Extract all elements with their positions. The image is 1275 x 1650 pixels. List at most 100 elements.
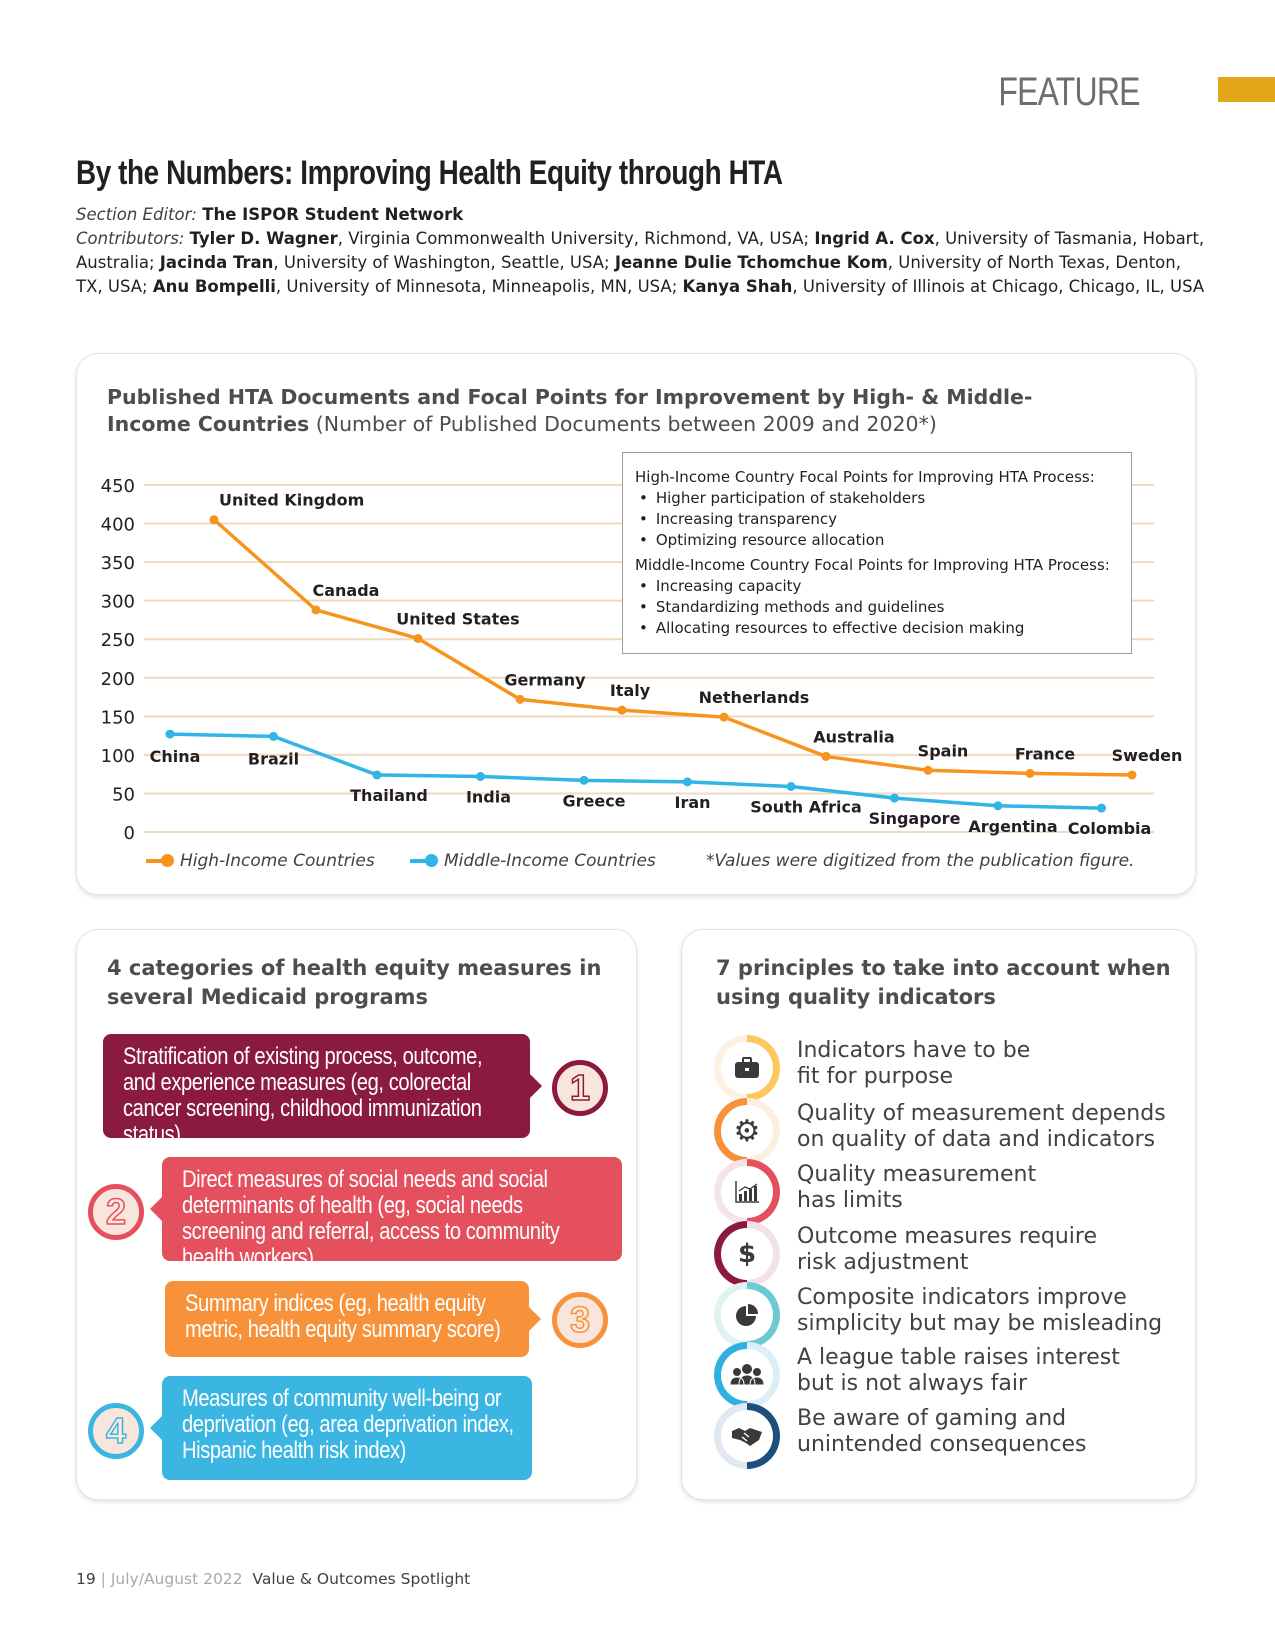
principle-ring: $ <box>714 1221 780 1287</box>
focal-points-box: High-Income Country Focal Points for Imp… <box>622 452 1132 654</box>
chart-footnote: *Values were digitized from the publicat… <box>706 851 1135 871</box>
focal-point-item: Higher participation of stakeholders <box>635 488 1119 509</box>
briefcase-icon <box>721 1042 773 1094</box>
mid-focal-heading: Middle-Income Country Focal Points for I… <box>635 556 1110 574</box>
contributor-name: Ingrid A. Cox <box>814 229 935 248</box>
focal-point-item: Standardizing methods and guidelines <box>635 597 1119 618</box>
contributor-affiliation: , University of Washington, Seattle, USA… <box>273 253 615 272</box>
principle-text: Quality measurement has limits <box>797 1162 1036 1214</box>
measure-text: Measures of community well-being or depr… <box>182 1385 514 1464</box>
byline: Section Editor: The ISPOR Student Networ… <box>76 203 1206 299</box>
principle-ring: ⚙ <box>714 1098 780 1164</box>
measure-box: Measures of community well-being or depr… <box>150 1376 532 1480</box>
chart-title-subtitle: (Number of Published Documents between 2… <box>309 412 937 436</box>
legend-label: Middle-Income Countries <box>444 851 656 871</box>
gear-icon: ⚙ <box>721 1105 773 1157</box>
principle-text: Be aware of gaming and unintended consequ… <box>797 1406 1086 1458</box>
chart-title: Published HTA Documents and Focal Points… <box>107 384 1107 438</box>
measure-number: 4 <box>105 1409 127 1452</box>
legend-swatch-high <box>146 854 174 867</box>
measure-number: 3 <box>569 1298 591 1341</box>
measure-box: Summary indices (eg, health equity metri… <box>165 1281 541 1357</box>
principle-line-2: has limits <box>797 1188 903 1213</box>
section-editor-label: Section Editor: <box>76 205 197 224</box>
principle-line-1: A league table raises interest <box>797 1345 1120 1370</box>
principle-line-2: unintended consequences <box>797 1432 1087 1457</box>
footer-separator: | <box>100 1570 106 1588</box>
mid-focal-list: Increasing capacityStandardizing methods… <box>635 576 1119 639</box>
focal-point-item: Allocating resources to effective decisi… <box>635 618 1119 639</box>
principle-line-2: but is not always fair <box>797 1371 1028 1396</box>
principle-ring <box>714 1282 780 1348</box>
principle-text: A league table raises interest but is not… <box>797 1345 1120 1397</box>
measure-number-badge: 4 <box>88 1403 144 1459</box>
principle-line-2: risk adjustment <box>797 1250 969 1275</box>
principle-line-2: on quality of data and indicators <box>797 1127 1156 1152</box>
principle-line-1: Indicators have to be <box>797 1038 1031 1063</box>
section-label: FEATURE <box>998 70 1141 114</box>
legend-swatch-middle <box>410 854 438 867</box>
contributor-name: Tyler D. Wagner <box>189 229 338 248</box>
bar-chart-icon <box>721 1166 773 1218</box>
handshake-icon <box>721 1410 773 1462</box>
pointer-arrow <box>150 1416 162 1440</box>
section-accent-bar <box>1218 77 1275 102</box>
principle-line-1: Quality of measurement depends <box>797 1101 1166 1126</box>
contributors: Contributors: Tyler D. Wagner, Virginia … <box>76 227 1206 299</box>
contributor-name: Anu Bompelli <box>152 277 276 296</box>
contributor-affiliation: , Virginia Commonwealth University, Rich… <box>337 229 815 248</box>
focal-point-item: Increasing capacity <box>635 576 1119 597</box>
principle-ring <box>714 1342 780 1408</box>
section-editor: The ISPOR Student Network <box>202 205 464 224</box>
focal-point-item: Optimizing resource allocation <box>635 530 1119 551</box>
measure-number: 2 <box>105 1190 127 1233</box>
legend-high: High-Income Countries <box>146 851 375 871</box>
principle-line-1: Quality measurement <box>797 1162 1037 1187</box>
measure-box: Stratification of existing process, outc… <box>103 1034 542 1148</box>
measure-text: Direct measures of social needs and soci… <box>182 1166 560 1271</box>
principle-text: Indicators have to be fit for purpose <box>797 1038 1030 1090</box>
legend-middle: Middle-Income Countries <box>410 851 656 871</box>
publication-name: Value & Outcomes Spotlight <box>252 1570 471 1588</box>
principle-text: Composite indicators improve simplicity b… <box>797 1285 1162 1337</box>
measures-title: 4 categories of health equity measures i… <box>107 956 602 1009</box>
principle-line-2: fit for purpose <box>797 1064 954 1089</box>
contributor-name: Jeanne Dulie Tchomchue Kom <box>614 253 888 272</box>
page-footer: 19 | July/August 2022 Value & Outcomes S… <box>76 1570 470 1588</box>
principle-ring <box>714 1403 780 1469</box>
contributors-label: Contributors: <box>76 229 185 248</box>
people-icon <box>721 1349 773 1401</box>
contributor-name: Jacinda Tran <box>159 253 274 272</box>
measure-text: Stratification of existing process, outc… <box>123 1043 483 1148</box>
contributor-affiliation: , University of North Texas, Denton, TX,… <box>76 253 1181 296</box>
pointer-arrow <box>530 1074 542 1098</box>
measure-text: Summary indices (eg, health equity metri… <box>185 1290 501 1343</box>
principle-line-1: Composite indicators improve <box>797 1285 1127 1310</box>
pointer-arrow <box>529 1307 541 1331</box>
contributor-name: Kanya Shah <box>682 277 793 296</box>
principle-line-1: Outcome measures require <box>797 1224 1098 1249</box>
principle-ring <box>714 1159 780 1225</box>
high-focal-heading: High-Income Country Focal Points for Imp… <box>635 468 1095 486</box>
contributor-affiliation: , University of Tasmania, Hobart, Austra… <box>76 229 1205 272</box>
pointer-arrow <box>150 1197 162 1221</box>
page-number: 19 <box>76 1570 96 1588</box>
chart-title-bold: Published HTA Documents and Focal Points… <box>107 385 1033 436</box>
principle-text: Quality of measurement depends on quality… <box>797 1101 1166 1153</box>
measure-number: 1 <box>569 1066 591 1109</box>
dollar-icon: $ <box>721 1228 773 1280</box>
principle-line-1: Be aware of gaming and <box>797 1406 1067 1431</box>
measure-number-badge: 3 <box>552 1292 608 1348</box>
principle-line-2: simplicity but may be misleading <box>797 1311 1163 1336</box>
measure-number-badge: 1 <box>552 1060 608 1116</box>
principle-text: Outcome measures require risk adjustment <box>797 1224 1097 1276</box>
contributor-affiliation: , University of Minnesota, Minneapolis, … <box>275 277 683 296</box>
focal-point-item: Increasing transparency <box>635 509 1119 530</box>
pie-chart-icon <box>721 1289 773 1341</box>
principles-title: 7 principles to take into account when u… <box>716 956 1171 1009</box>
article-title: By the Numbers: Improving Health Equity … <box>76 154 783 192</box>
issue-date: July/August 2022 <box>110 1570 243 1588</box>
principle-ring <box>714 1035 780 1101</box>
contributor-affiliation: , University of Illinois at Chicago, Chi… <box>792 277 1205 296</box>
measure-box: Direct measures of social needs and soci… <box>150 1157 622 1271</box>
